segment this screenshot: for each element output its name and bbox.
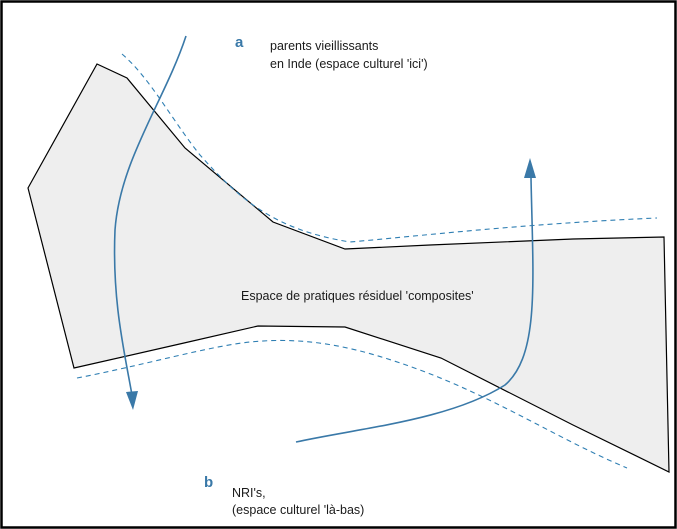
label-b-letter: b bbox=[204, 474, 213, 491]
arrow-b-head bbox=[524, 158, 536, 178]
lower-dashed-boundary bbox=[76, 339, 628, 469]
residual-space-zone bbox=[27, 63, 670, 473]
label-a-letter: a bbox=[235, 34, 244, 51]
label-b-line2: (espace culturel 'là-bas) bbox=[232, 503, 364, 517]
arrow-b-flow bbox=[295, 177, 534, 443]
center-label: Espace de pratiques résiduel 'composites… bbox=[241, 289, 474, 303]
upper-dashed-boundary bbox=[121, 53, 658, 243]
label-b-line1: NRI's, bbox=[232, 486, 266, 500]
arrow-a-head bbox=[126, 391, 138, 410]
label-a-line2: en Inde (espace culturel 'ici') bbox=[270, 57, 428, 71]
arrow-a-flow bbox=[113, 35, 187, 396]
label-a-line1: parents vieillissants bbox=[270, 39, 378, 53]
